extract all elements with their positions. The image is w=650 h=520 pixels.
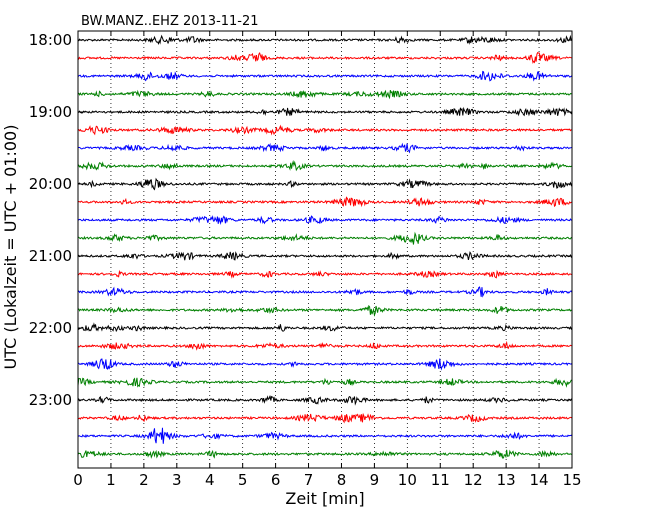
trace-line bbox=[77, 142, 573, 154]
trace-line bbox=[77, 251, 573, 261]
trace-line bbox=[77, 196, 573, 208]
trace-line bbox=[77, 322, 573, 333]
grid bbox=[110, 31, 540, 468]
y-tick-label: 21:00 bbox=[29, 247, 72, 265]
ticks bbox=[77, 31, 573, 468]
x-tick-label: 8 bbox=[337, 471, 347, 489]
x-tick-label: 15 bbox=[562, 471, 581, 489]
trace-line bbox=[77, 177, 573, 191]
trace-line bbox=[77, 269, 573, 279]
y-tick-label: 23:00 bbox=[29, 391, 72, 409]
trace-line bbox=[77, 340, 573, 351]
y-tick-label: 20:00 bbox=[29, 175, 72, 193]
x-tick-label: 2 bbox=[139, 471, 149, 489]
trace-line bbox=[77, 286, 573, 298]
trace-line bbox=[77, 358, 573, 371]
x-tick-label: 3 bbox=[172, 471, 182, 489]
x-tick-label: 6 bbox=[271, 471, 281, 489]
trace-line bbox=[77, 124, 573, 136]
y-tick-label: 19:00 bbox=[29, 103, 72, 121]
y-axis-label: UTC (Lokalzeit = UTC + 01:00) bbox=[1, 125, 20, 370]
y-tick-label: 18:00 bbox=[29, 31, 72, 49]
trace-line bbox=[77, 215, 573, 226]
y-tick-labels: 18:00 19:00 20:00 21:00 22:00 23:00 bbox=[29, 31, 72, 409]
trace-line bbox=[77, 449, 573, 459]
trace-line bbox=[77, 377, 573, 388]
trace-line bbox=[77, 231, 573, 245]
trace-line bbox=[77, 34, 573, 46]
x-tick-label: 4 bbox=[205, 471, 215, 489]
x-tick-label: 12 bbox=[464, 471, 483, 489]
x-axis-label: Zeit [min] bbox=[285, 489, 364, 508]
x-tick-label: 9 bbox=[370, 471, 380, 489]
trace-line bbox=[77, 427, 573, 444]
y-tick-label: 22:00 bbox=[29, 319, 72, 337]
plot-frame bbox=[77, 30, 573, 469]
x-tick-label: 14 bbox=[530, 471, 549, 489]
trace-line bbox=[77, 106, 573, 117]
x-tick-label: 1 bbox=[106, 471, 116, 489]
x-tick-label: 7 bbox=[304, 471, 314, 489]
x-tick-label: 13 bbox=[497, 471, 516, 489]
trace-line bbox=[77, 89, 573, 100]
trace-line bbox=[77, 51, 573, 64]
chart-title: BW.MANZ..EHZ 2013-11-21 bbox=[81, 14, 259, 29]
x-tick-label: 0 bbox=[73, 471, 83, 489]
trace-line bbox=[77, 159, 573, 172]
x-tick-labels: 0 1 2 3 4 5 6 7 8 9 10 11 12 13 14 15 bbox=[73, 471, 581, 489]
x-tick-label: 10 bbox=[398, 471, 417, 489]
traces bbox=[77, 34, 573, 459]
trace-line bbox=[77, 395, 573, 406]
trace-line bbox=[77, 70, 573, 82]
trace-line bbox=[77, 304, 573, 317]
x-tick-label: 5 bbox=[238, 471, 248, 489]
x-tick-label: 11 bbox=[431, 471, 450, 489]
trace-line bbox=[77, 412, 573, 424]
